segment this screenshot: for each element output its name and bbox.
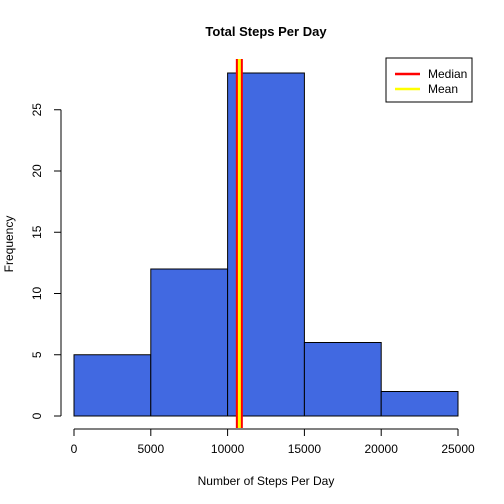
histogram-bar-4 [380,391,459,417]
y-axis: 0 5 10 15 20 25 [30,103,62,419]
y-tick-label-4: 20 [30,164,44,178]
chart-title: Total Steps Per Day [205,24,327,39]
y-tick-label-3: 15 [30,225,44,239]
x-axis-label: Number of Steps Per Day [198,474,335,488]
histogram-bar-3 [303,342,382,417]
x-axis: 0 5000 10000 15000 20000 25000 [71,428,475,456]
histogram-bar-0 [73,354,152,417]
y-tick-label-0: 0 [30,412,44,419]
y-tick-label-2: 10 [30,287,44,301]
legend-label-median: Median [428,67,467,81]
x-tick-label-2: 10000 [211,442,245,456]
x-tick-label-1: 5000 [137,442,164,456]
x-tick-label-5: 25000 [441,442,475,456]
legend-box [385,57,473,103]
bars-group [73,72,459,417]
legend-label-mean: Mean [428,82,458,96]
x-tick-label-4: 20000 [365,442,399,456]
x-tick-label-3: 15000 [288,442,322,456]
x-tick-label-0: 0 [71,442,78,456]
y-tick-label-1: 5 [30,351,44,358]
y-tick-label-5: 25 [30,103,44,117]
y-axis-label: Frequency [2,216,16,273]
histogram-bar-1 [150,268,229,417]
